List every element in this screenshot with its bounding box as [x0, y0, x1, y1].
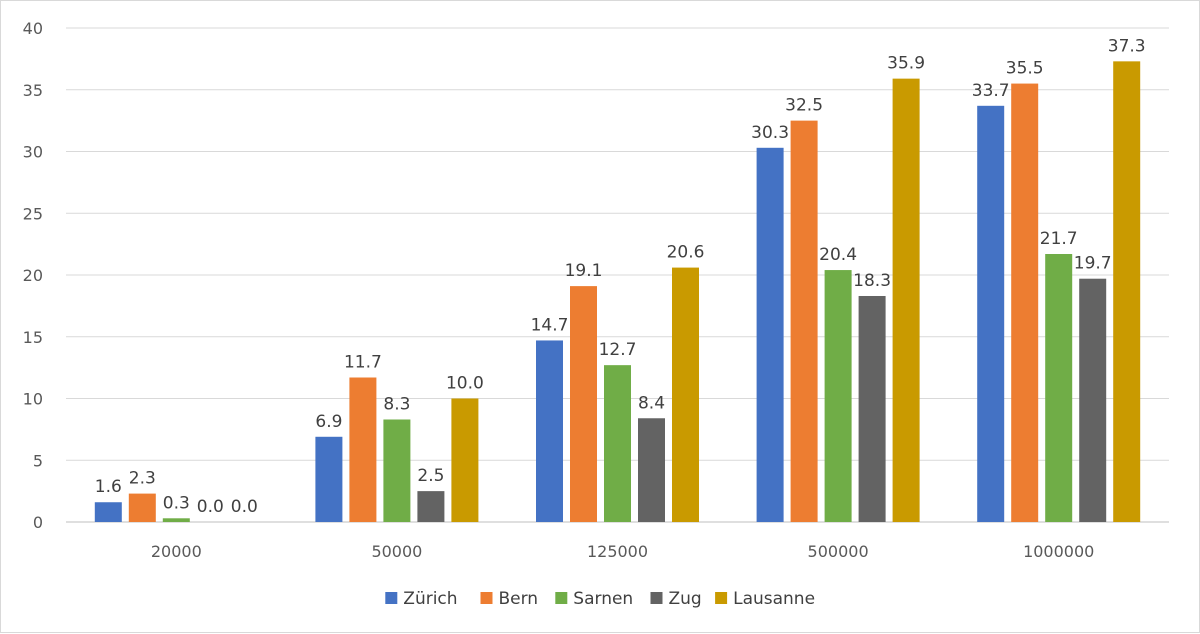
data-label: 0.3: [163, 493, 190, 513]
bar-zug-1000000: [1079, 278, 1107, 522]
bar-lausanne-125000: [672, 267, 699, 522]
data-label: 33.7: [972, 81, 1010, 101]
bar-sarnen-500000: [824, 270, 852, 522]
bar-sarnen-1000000: [1045, 254, 1073, 522]
legend-label: Sarnen: [573, 589, 633, 609]
legend-label: Lausanne: [733, 589, 815, 609]
y-tick-label: 5: [33, 451, 43, 470]
data-label: 21.7: [1040, 229, 1078, 249]
data-label: 6.9: [315, 412, 342, 432]
data-label: 35.9: [887, 54, 925, 74]
bar-zürich-50000: [315, 436, 343, 522]
data-label: 20.6: [667, 243, 705, 263]
bar-sarnen-50000: [383, 419, 411, 522]
y-tick-label: 25: [23, 204, 43, 223]
bar-zürich-20000: [94, 502, 122, 522]
legend-swatch: [385, 592, 398, 604]
bar-lausanne-1000000: [1113, 61, 1141, 522]
bar-zürich-500000: [756, 147, 784, 523]
bar-zug-125000: [638, 418, 665, 522]
gridlines: [66, 27, 1169, 523]
data-label: 32.5: [785, 96, 823, 116]
legend-swatch: [555, 592, 568, 604]
bar-bern-1000000: [1011, 83, 1039, 522]
data-labels: 1.6 2.3 0.3 0.0 0.0 6.9 11.7 8.3 2.5 10.0 14.7 19.1…: [95, 36, 1146, 517]
y-tick-label: 10: [23, 390, 43, 409]
bar-sarnen-20000: [162, 518, 190, 522]
x-axis: 20000 50000 125000 500000 1000000: [151, 542, 1094, 561]
data-label: 2.5: [417, 466, 444, 486]
legend-label: Zürich: [403, 589, 457, 609]
y-tick-label: 40: [23, 19, 43, 38]
legend-swatch: [480, 592, 493, 604]
legend-label: Bern: [499, 589, 539, 609]
data-label: 12.7: [599, 340, 637, 360]
y-tick-label: 30: [23, 143, 43, 162]
y-tick-label: 35: [23, 81, 43, 100]
x-tick-label: 125000: [587, 542, 648, 561]
data-label: 18.3: [853, 271, 891, 291]
data-label: 11.7: [344, 353, 382, 373]
x-tick-label: 50000: [371, 542, 422, 561]
data-label: 20.4: [819, 245, 857, 265]
bar-bern-125000: [570, 286, 597, 522]
bars: [94, 61, 1141, 523]
data-label: 8.4: [638, 393, 665, 413]
data-label: 30.3: [751, 123, 789, 143]
data-label: 37.3: [1108, 36, 1146, 56]
x-tick-label: 20000: [151, 542, 202, 561]
y-tick-label: 15: [23, 328, 43, 347]
legend-swatch: [650, 592, 663, 604]
data-label: 0.0: [197, 497, 224, 517]
bar-zürich-1000000: [977, 105, 1005, 523]
data-label: 1.6: [95, 477, 122, 497]
data-label: 35.5: [1006, 59, 1044, 79]
bar-lausanne-50000: [451, 398, 479, 522]
bar-lausanne-500000: [892, 78, 920, 522]
legend: Zürich Bern Sarnen Zug Lausanne: [385, 589, 815, 609]
bar-zug-500000: [858, 295, 886, 522]
x-tick-label: 1000000: [1023, 542, 1094, 561]
y-tick-label: 0: [33, 513, 43, 532]
data-label: 19.1: [565, 261, 603, 281]
bar-bern-50000: [349, 377, 377, 522]
data-label: 0.0: [231, 497, 258, 517]
y-tick-label: 20: [23, 266, 43, 285]
legend-swatch: [715, 592, 728, 604]
data-label: 10.0: [446, 374, 484, 394]
legend-label: Zug: [669, 589, 702, 609]
data-label: 8.3: [383, 394, 410, 414]
x-tick-label: 500000: [808, 542, 869, 561]
data-label: 19.7: [1074, 254, 1112, 274]
bar-bern-20000: [128, 493, 156, 522]
y-axis: 0 5 10 15 20 25 30 35 40: [23, 19, 43, 532]
bar-sarnen-125000: [604, 365, 631, 522]
bar-bern-500000: [790, 120, 818, 522]
data-label: 2.3: [129, 469, 156, 489]
bar-zug-50000: [417, 491, 445, 522]
data-label: 14.7: [531, 315, 569, 335]
bar-zürich-125000: [536, 340, 563, 522]
